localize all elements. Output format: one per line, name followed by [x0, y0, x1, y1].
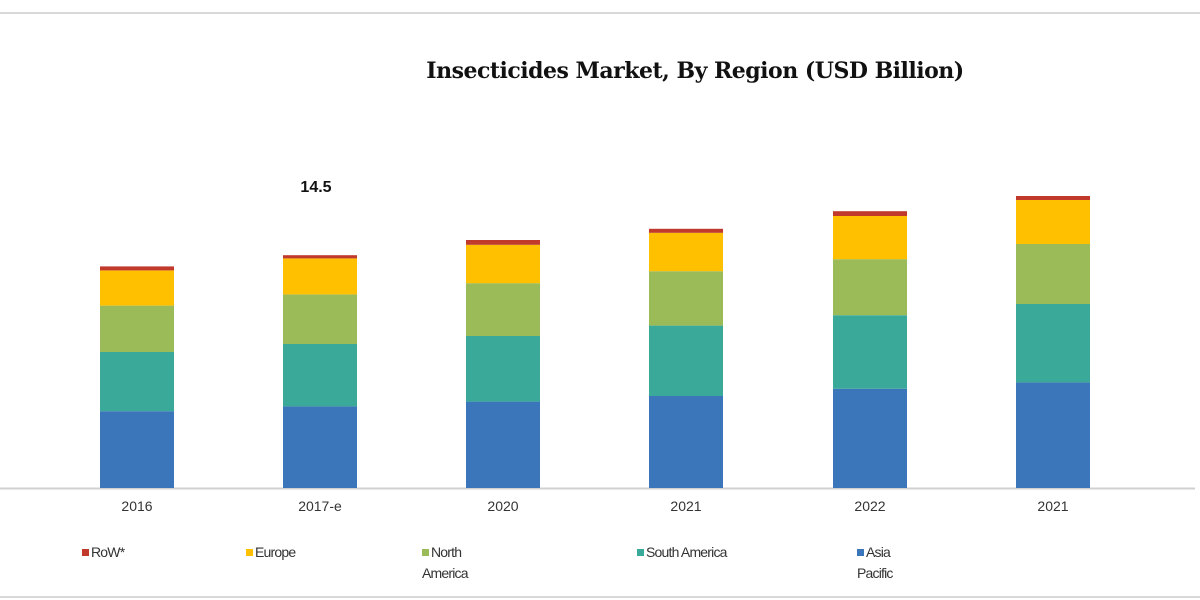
legend-swatch [82, 549, 89, 556]
x-tick-label: 2017-e [298, 498, 342, 514]
bar-segment-europe-0 [100, 270, 174, 306]
legend-label: South America [646, 544, 727, 560]
bar-segment-asia-pacific-2 [466, 401, 540, 488]
legend-swatch [246, 549, 253, 556]
bar-segment-asia-pacific-5 [1016, 382, 1090, 488]
bar-segment-row-3 [649, 228, 723, 233]
legend-label: RoW* [91, 544, 125, 560]
bar-segment-europe-5 [1016, 200, 1090, 244]
legend-item: Europe [246, 542, 366, 563]
bar-segment-europe-1 [283, 258, 357, 295]
chart-title: Insecticides Market, By Region (USD Bill… [426, 58, 964, 84]
bar-segment-europe-2 [466, 244, 540, 284]
bar-segment-asia-pacific-3 [649, 396, 723, 488]
legend-item: Asia Pacific [857, 542, 917, 584]
bar-segment-north-america-1 [283, 294, 357, 344]
x-tick-label: 2020 [487, 498, 518, 514]
bar-segment-europe-4 [833, 216, 907, 260]
bar-segment-south-america-4 [833, 315, 907, 389]
bar-segment-row-1 [283, 255, 357, 259]
legend-item: South America [637, 542, 767, 563]
bar-segment-north-america-0 [100, 305, 174, 352]
bar-segment-north-america-4 [833, 259, 907, 316]
bar-segment-row-2 [466, 240, 540, 245]
bar-segment-south-america-3 [649, 325, 723, 396]
legend-label: North America [422, 544, 469, 581]
legend-item: RoW* [82, 542, 202, 563]
bar-segment-row-4 [833, 211, 907, 216]
bar-segment-row-5 [1016, 196, 1090, 200]
x-tick-label: 2021 [670, 498, 701, 514]
legend-item: North America [422, 542, 492, 584]
bar-segment-south-america-1 [283, 344, 357, 407]
x-tick-label: 2022 [854, 498, 885, 514]
bar-segment-row-0 [100, 266, 174, 271]
bar-segment-south-america-0 [100, 352, 174, 412]
bar-segment-north-america-2 [466, 283, 540, 336]
legend-label: Europe [255, 544, 296, 560]
x-tick-label: 2016 [121, 498, 152, 514]
legend-swatch [637, 549, 644, 556]
bar-segment-south-america-2 [466, 336, 540, 402]
legend-label: Asia Pacific [857, 544, 893, 581]
bar-segment-europe-3 [649, 232, 723, 272]
x-tick-label: 2021 [1037, 498, 1068, 514]
bar-segment-south-america-5 [1016, 304, 1090, 383]
legend-swatch [857, 549, 864, 556]
bar-segment-north-america-3 [649, 271, 723, 326]
data-label-total: 14.5 [300, 179, 331, 196]
bar-segment-asia-pacific-0 [100, 411, 174, 488]
bar-segment-asia-pacific-1 [283, 406, 357, 488]
bar-segment-asia-pacific-4 [833, 388, 907, 488]
bar-segment-north-america-5 [1016, 244, 1090, 304]
legend-swatch [422, 549, 429, 556]
